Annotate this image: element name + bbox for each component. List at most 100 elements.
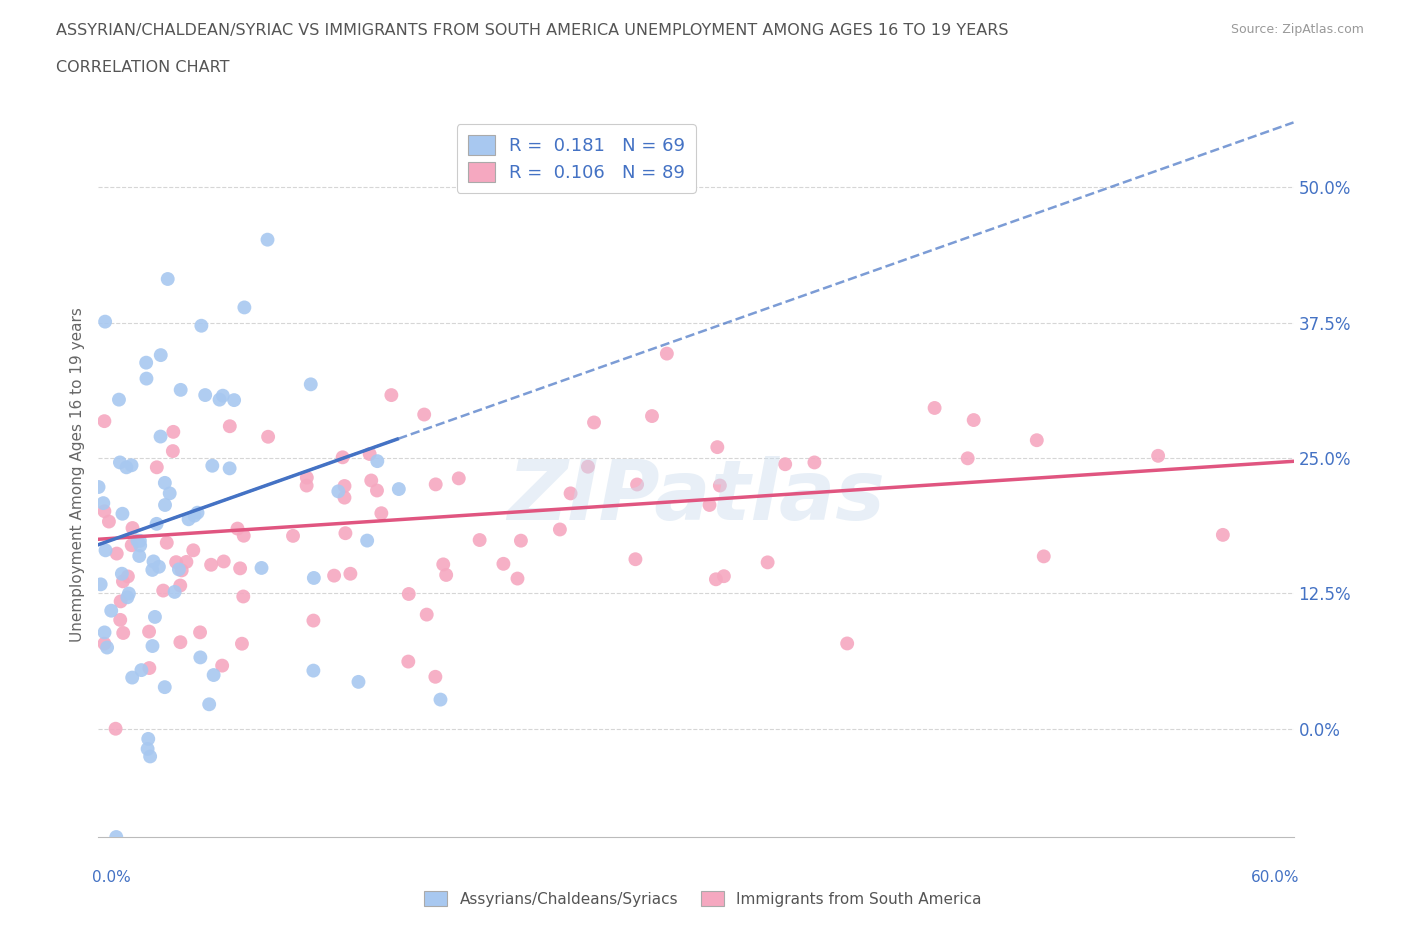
- Point: [162, 444, 184, 458]
- Point: [136, 741, 159, 756]
- Point: [398, 587, 420, 602]
- Point: [97, 514, 120, 529]
- Point: [194, 388, 217, 403]
- Point: [425, 477, 447, 492]
- Point: [256, 232, 278, 247]
- Legend: R =  0.181   N = 69, R =  0.106   N = 89: R = 0.181 N = 69, R = 0.106 N = 89: [457, 125, 696, 193]
- Point: [121, 538, 143, 552]
- Point: [299, 377, 322, 392]
- Point: [380, 388, 402, 403]
- Point: [145, 516, 167, 531]
- Point: [111, 506, 134, 521]
- Point: [560, 486, 582, 501]
- Point: [211, 658, 233, 673]
- Point: [188, 625, 211, 640]
- Point: [156, 272, 179, 286]
- Point: [186, 505, 208, 520]
- Point: [169, 635, 191, 650]
- Point: [111, 566, 134, 581]
- Point: [709, 478, 731, 493]
- Point: [117, 590, 139, 604]
- Point: [956, 451, 979, 466]
- Point: [425, 670, 447, 684]
- Point: [198, 697, 221, 711]
- Point: [655, 346, 678, 361]
- Point: [295, 478, 318, 493]
- Point: [704, 572, 727, 587]
- Point: [1025, 432, 1047, 447]
- Point: [302, 613, 325, 628]
- Point: [105, 830, 128, 844]
- Point: [447, 471, 470, 485]
- Point: [415, 607, 437, 622]
- Point: [127, 533, 149, 548]
- Point: [803, 455, 825, 470]
- Point: [100, 604, 122, 618]
- Point: [128, 534, 150, 549]
- Point: [434, 567, 457, 582]
- Point: [148, 559, 170, 574]
- Point: [96, 640, 118, 655]
- Point: [135, 371, 157, 386]
- Point: [165, 554, 187, 569]
- Point: [143, 609, 166, 624]
- Point: [141, 563, 163, 578]
- Point: [87, 480, 110, 495]
- Point: [112, 626, 135, 641]
- Point: [328, 484, 350, 498]
- Text: 0.0%: 0.0%: [93, 870, 131, 884]
- Point: [773, 457, 796, 472]
- Point: [218, 418, 240, 433]
- Point: [167, 562, 190, 577]
- Text: ASSYRIAN/CHALDEAN/SYRIAC VS IMMIGRANTS FROM SOUTH AMERICA UNEMPLOYMENT AMONG AGE: ASSYRIAN/CHALDEAN/SYRIAC VS IMMIGRANTS F…: [56, 23, 1008, 38]
- Point: [224, 392, 246, 407]
- Point: [94, 314, 117, 329]
- Point: [388, 482, 411, 497]
- Point: [115, 459, 138, 474]
- Point: [1147, 448, 1170, 463]
- Text: ZIPatlas: ZIPatlas: [508, 456, 884, 537]
- Point: [149, 348, 172, 363]
- Point: [963, 413, 986, 428]
- Point: [250, 561, 273, 576]
- Point: [335, 525, 357, 540]
- Point: [218, 461, 240, 476]
- Point: [94, 543, 117, 558]
- Point: [468, 533, 491, 548]
- Point: [432, 557, 454, 572]
- Point: [713, 569, 735, 584]
- Y-axis label: Unemployment Among Ages 16 to 19 years: Unemployment Among Ages 16 to 19 years: [69, 307, 84, 642]
- Point: [177, 512, 200, 526]
- Point: [231, 636, 253, 651]
- Point: [323, 568, 346, 583]
- Point: [626, 477, 648, 492]
- Point: [202, 668, 225, 683]
- Point: [135, 355, 157, 370]
- Point: [233, 300, 256, 315]
- Point: [295, 471, 318, 485]
- Point: [396, 654, 419, 669]
- Text: Source: ZipAtlas.com: Source: ZipAtlas.com: [1230, 23, 1364, 36]
- Point: [1212, 527, 1234, 542]
- Point: [360, 473, 382, 488]
- Point: [201, 458, 224, 473]
- Point: [548, 522, 571, 537]
- Point: [121, 458, 143, 472]
- Point: [136, 731, 159, 746]
- Point: [152, 583, 174, 598]
- Point: [582, 415, 605, 430]
- Point: [170, 382, 193, 397]
- Point: [429, 692, 451, 707]
- Point: [141, 639, 163, 654]
- Point: [117, 569, 139, 584]
- Point: [121, 521, 143, 536]
- Point: [212, 554, 235, 569]
- Point: [111, 574, 134, 589]
- Point: [93, 636, 115, 651]
- Point: [506, 571, 529, 586]
- Point: [208, 392, 231, 407]
- Point: [105, 546, 128, 561]
- Point: [118, 586, 141, 601]
- Point: [93, 625, 115, 640]
- Point: [129, 538, 152, 553]
